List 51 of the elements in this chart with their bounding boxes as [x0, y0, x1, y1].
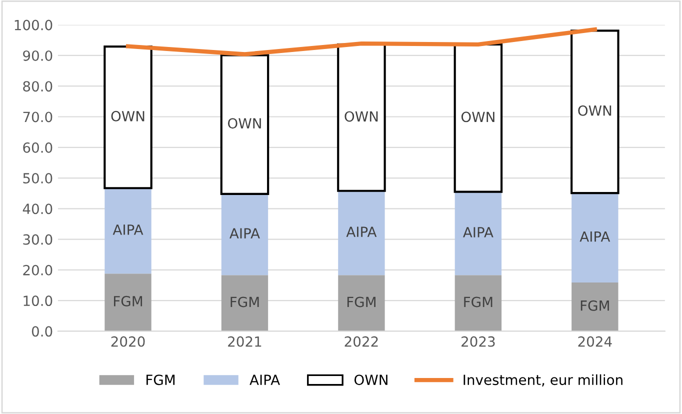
legend-label: OWN — [354, 374, 388, 386]
x-tick-label: 2020 — [111, 336, 145, 347]
bar — [220, 54, 270, 195]
bar — [338, 190, 385, 276]
y-tick-label: 20.0 — [23, 264, 52, 276]
bar — [454, 275, 502, 332]
y-tick-label: 80.0 — [23, 81, 52, 92]
legend-label: AIPA — [250, 374, 280, 385]
bar — [104, 46, 152, 190]
y-tick-label: 10.0 — [24, 296, 52, 306]
y-tick-label: 100.0 — [14, 20, 52, 30]
y-tick-label: 70.0 — [23, 112, 52, 122]
bar — [572, 282, 618, 332]
text: AIPA — [346, 226, 377, 237]
legend-label: Investment, eur million — [464, 374, 622, 387]
y-tick-label: 0.0 — [32, 326, 52, 337]
text: OWN — [344, 111, 378, 122]
y-tick-label: 50.0 — [23, 172, 52, 184]
text: FGM — [580, 300, 609, 311]
bar — [454, 192, 502, 276]
x-tick-label: 2023 — [462, 336, 495, 347]
text: FGM — [114, 296, 142, 306]
bar — [104, 274, 152, 332]
y-tick-label: 90.0 — [23, 50, 52, 61]
text: FGM — [464, 296, 492, 308]
bar — [337, 43, 386, 192]
x-tick-label: 2022 — [344, 336, 378, 347]
bar — [570, 30, 620, 194]
x-tick-label: 2024 — [578, 336, 612, 347]
bar — [221, 275, 268, 332]
legend-label: FGM — [146, 374, 175, 386]
bar — [454, 43, 503, 193]
bar — [338, 275, 385, 332]
x-tick-label: 2021 — [228, 336, 262, 347]
text: AIPA — [230, 228, 260, 238]
text: AIPA — [463, 227, 494, 238]
text: OWN — [461, 112, 494, 122]
text: OWN — [228, 118, 261, 129]
text: AIPA — [112, 224, 144, 235]
bar — [221, 194, 268, 276]
bar — [572, 193, 618, 282]
y-tick-label: 40.0 — [22, 204, 52, 214]
y-tick-label: 30.0 — [23, 234, 52, 245]
text: FGM — [230, 296, 259, 308]
text: OWN — [111, 110, 144, 122]
text: AIPA — [580, 231, 610, 242]
text: FGM — [347, 296, 376, 308]
text: OWN — [578, 105, 612, 116]
bar — [104, 188, 152, 274]
line-series — [126, 27, 597, 56]
y-tick-label: 60.0 — [23, 142, 52, 153]
